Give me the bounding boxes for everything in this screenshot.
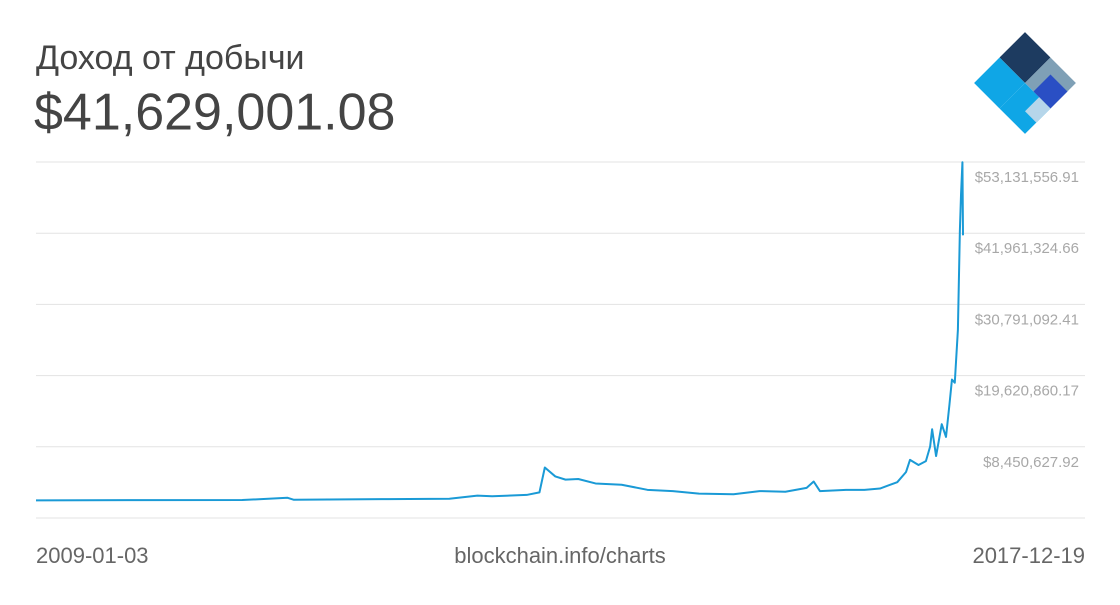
- data-line: [35, 161, 964, 502]
- y-tick-label: $41,961,324.66: [975, 240, 1079, 257]
- y-tick-label: $8,450,627.92: [983, 454, 1079, 471]
- y-tick-label: $19,620,860.17: [975, 383, 1079, 400]
- x-end-label: 2017-12-19: [972, 543, 1085, 568]
- source-label: blockchain.info/charts: [454, 543, 666, 568]
- y-tick-label: $30,791,092.41: [975, 311, 1079, 328]
- chart-title: Доход от добычи: [36, 39, 305, 77]
- chart-subtitle: $41,629,001.08: [34, 84, 395, 142]
- logo: [974, 32, 1076, 134]
- y-tick-label: $53,131,556.91: [975, 169, 1079, 186]
- x-start-label: 2009-01-03: [36, 543, 149, 568]
